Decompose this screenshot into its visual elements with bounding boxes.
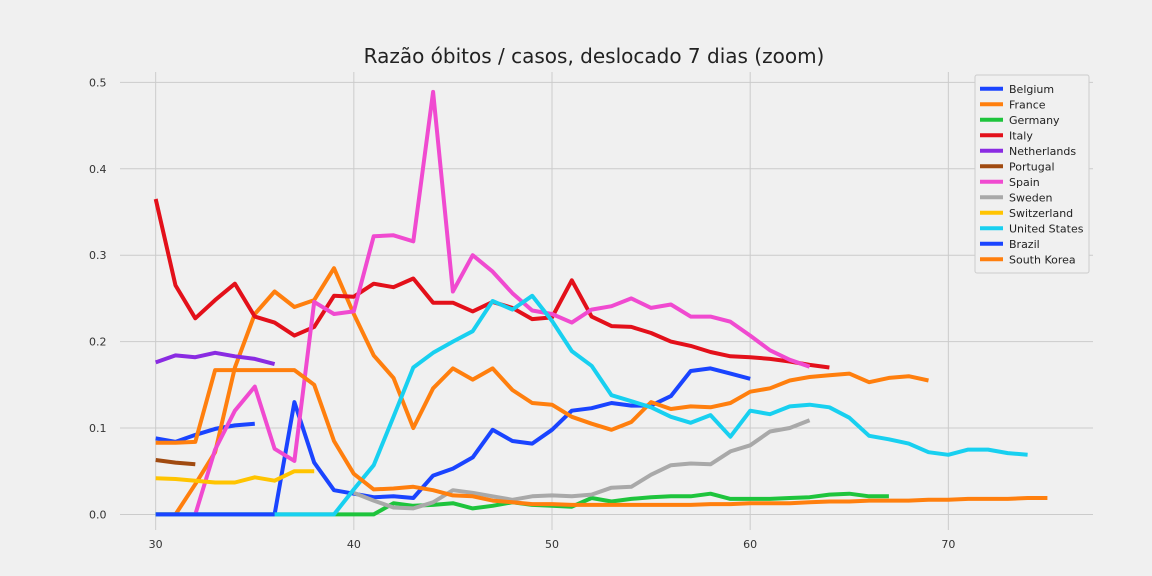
legend-label-united-states: United States xyxy=(1009,222,1084,235)
series-line-belgium xyxy=(155,421,255,444)
legend-label-france: France xyxy=(1009,98,1046,111)
x-tick-label: 70 xyxy=(941,538,955,551)
legend-label-netherlands: Netherlands xyxy=(1009,145,1076,158)
y-tick-label: 0.4 xyxy=(89,163,107,176)
series-line-france xyxy=(155,266,929,517)
x-tick-label: 30 xyxy=(149,538,163,551)
legend-label-sweden: Sweden xyxy=(1009,191,1052,204)
legend-box xyxy=(974,74,1090,274)
legend-label-switzerland: Switzerland xyxy=(1009,207,1073,220)
legend-label-south-korea: South Korea xyxy=(1009,253,1076,266)
y-tick-label: 0.0 xyxy=(89,508,107,521)
series-line-portugal xyxy=(155,458,196,467)
legend-label-portugal: Portugal xyxy=(1009,160,1055,173)
x-tick-label: 40 xyxy=(347,538,361,551)
y-tick-label: 0.5 xyxy=(89,76,107,89)
x-tick-label: 50 xyxy=(545,538,559,551)
series-line-sweden xyxy=(353,418,811,511)
series-lines xyxy=(153,89,1048,517)
legend-label-belgium: Belgium xyxy=(1009,83,1054,96)
legend-label-spain: Spain xyxy=(1009,176,1040,189)
x-axis: 30 40 50 60 70 xyxy=(149,538,956,551)
chart-title: Razão óbitos / casos, deslocado 7 dias (… xyxy=(364,44,825,68)
legend-label-brazil: Brazil xyxy=(1009,238,1040,251)
x-tick-label: 60 xyxy=(743,538,757,551)
legend-label-germany: Germany xyxy=(1009,114,1060,127)
y-tick-label: 0.3 xyxy=(89,249,107,262)
series-line-switzerland xyxy=(155,469,315,485)
series-line-united-states xyxy=(155,293,1028,517)
series-line-italy xyxy=(153,198,830,370)
legend: Belgium France Germany Italy Netherlands Port… xyxy=(974,74,1090,274)
y-axis: 0.0 0.1 0.2 0.3 0.4 0.5 xyxy=(89,76,107,521)
y-tick-label: 0.2 xyxy=(89,336,107,349)
series-line-spain xyxy=(193,89,811,515)
series-line-south-korea xyxy=(155,368,1048,507)
series-line-netherlands xyxy=(155,350,276,367)
legend-label-italy: Italy xyxy=(1009,129,1033,142)
y-tick-label: 0.1 xyxy=(89,422,107,435)
